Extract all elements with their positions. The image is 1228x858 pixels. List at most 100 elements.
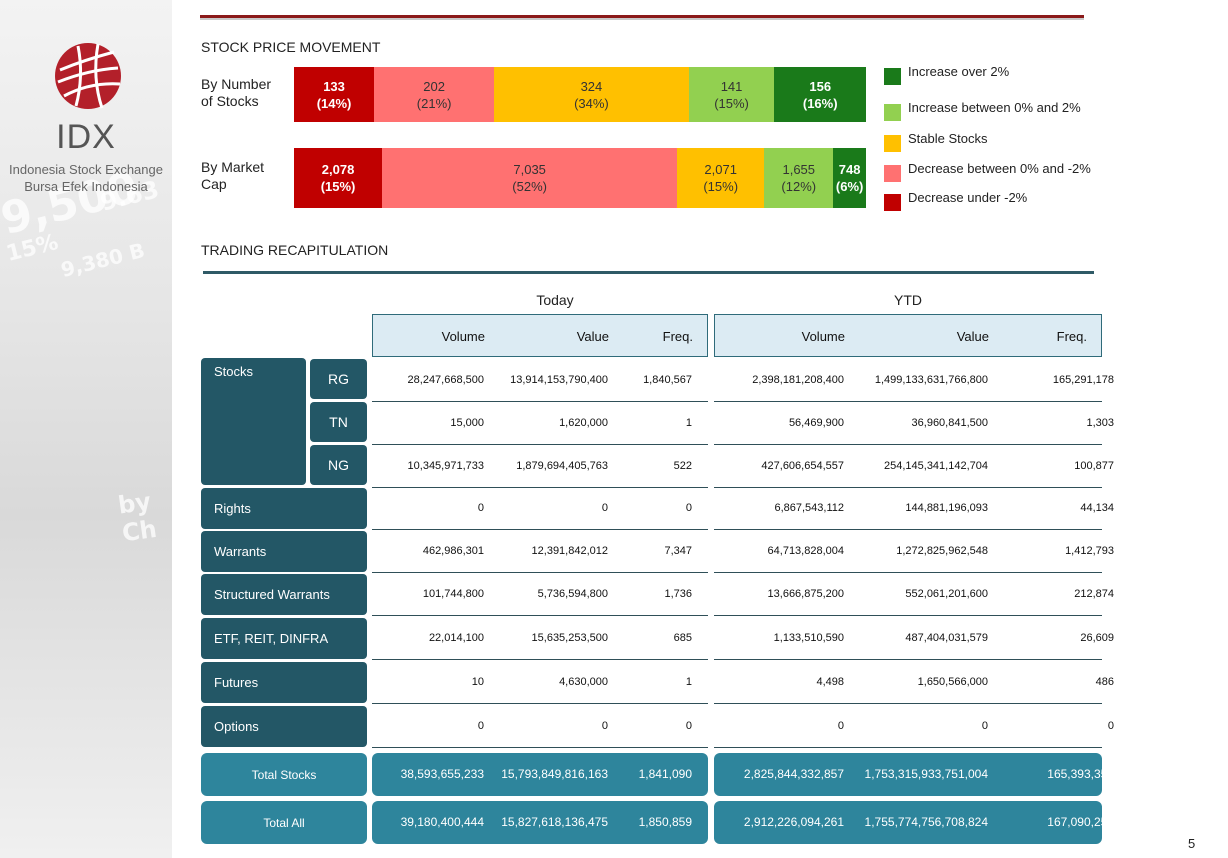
legend-item: Decrease between 0% and -2% [884, 161, 1091, 182]
total-label: Total All [201, 801, 367, 844]
row-divider [372, 747, 708, 748]
cell-y-val: 1,755,774,756,708,824 [864, 815, 988, 829]
segment-value: 133 [323, 78, 345, 94]
col-freq: Freq. [662, 329, 693, 344]
col-value: Value [956, 329, 989, 344]
legend-label: Increase over 2% [908, 64, 1010, 79]
segment-percent: (16%) [802, 95, 838, 111]
cell-t-freq: 522 [673, 460, 692, 472]
row-divider [714, 747, 1102, 748]
cell-t-freq: 0 [685, 502, 692, 514]
cell-t-val: 4,630,000 [559, 676, 608, 688]
bar-segment: 2,078 (15%) [294, 148, 383, 208]
cell-y-val: 144,881,196,093 [905, 502, 988, 514]
total-row-bar [714, 753, 1102, 796]
cell-t-val: 15,827,618,136,475 [501, 815, 608, 829]
row-label: Futures [201, 662, 367, 703]
bar-segment: 324 (34%) [494, 67, 689, 122]
board-label: NG [310, 445, 367, 485]
cell-t-vol: 10 [471, 676, 484, 688]
row-divider [714, 572, 1102, 573]
cell-t-val: 0 [601, 502, 608, 514]
segment-percent: (15%) [320, 179, 356, 194]
cell-t-vol: 15,000 [450, 417, 484, 429]
cell-t-val: 0 [601, 720, 608, 732]
board-label: RG [310, 359, 367, 399]
cell-y-freq: 100,877 [1074, 460, 1114, 472]
cell-t-val: 1,879,694,405,763 [516, 460, 608, 472]
row-label: Structured Warrants [201, 574, 367, 615]
row-divider [372, 703, 708, 704]
row-label: Options [201, 706, 367, 747]
segment-value: 2,078 [321, 162, 355, 177]
segment-value: 324 [580, 78, 603, 94]
cell-y-freq: 44,134 [1080, 502, 1114, 514]
legend-item: Increase between 0% and 2% [884, 100, 1081, 121]
segment-percent: (6%) [835, 179, 864, 194]
cell-y-vol: 2,825,844,332,857 [743, 767, 844, 781]
legend-item: Increase over 2% [884, 64, 1009, 85]
cell-y-freq: 1,303 [1086, 417, 1114, 429]
page-number: 5 [1188, 836, 1196, 851]
col-volume: Volume [441, 329, 485, 344]
cell-y-vol: 56,469,900 [788, 417, 844, 429]
row-label: Warrants [201, 531, 367, 572]
logo-subtitle-id: Bursa Efek Indonesia [24, 179, 148, 194]
row-divider [372, 487, 708, 488]
bar-segment: 141 (15%) [688, 67, 775, 122]
cell-y-val: 1,753,315,933,751,004 [864, 767, 988, 781]
bar-segment: 133 (14%) [294, 67, 375, 122]
cell-y-vol: 6,867,543,112 [774, 502, 844, 514]
cell-y-vol: 0 [837, 720, 844, 732]
segment-value: 156 [809, 78, 832, 94]
cell-t-vol: 28,247,668,500 [407, 374, 484, 386]
ghost-text: 9,380 B [58, 238, 148, 282]
bar-segment: 2,071 (15%) [677, 148, 765, 208]
row-divider [714, 444, 1102, 445]
board-label: TN [310, 402, 367, 442]
cell-t-freq: 7,347 [664, 545, 692, 557]
row-label: Rights [201, 488, 367, 529]
cell-t-freq: 1 [685, 676, 692, 688]
today-header: Today [536, 292, 574, 308]
segment-value: 141 [720, 78, 743, 94]
legend-swatch [884, 135, 901, 152]
segment-percent: (34%) [574, 95, 609, 111]
cell-y-val: 0 [981, 720, 988, 732]
cell-t-freq: 685 [673, 632, 692, 644]
stock-movement-title: STOCK PRICE MOVEMENT [201, 39, 381, 55]
row-divider [372, 572, 708, 573]
row-label: ETF, REIT, DINFRA [201, 618, 367, 659]
cell-t-freq: 0 [685, 720, 692, 732]
total-row-bar [372, 801, 708, 844]
segment-percent: (15%) [703, 179, 739, 194]
legend-label: Increase between 0% and 2% [908, 100, 1081, 115]
row-divider [714, 401, 1102, 402]
cell-t-val: 5,736,594,800 [537, 588, 608, 600]
cell-y-val: 36,960,841,500 [911, 417, 988, 429]
cell-y-val: 1,499,133,631,766,800 [874, 374, 988, 386]
row-divider [372, 659, 708, 660]
cell-t-vol: 462,986,301 [422, 545, 484, 557]
row-divider [372, 529, 708, 530]
legend-item: Stable Stocks [884, 131, 988, 152]
cell-y-freq: 167,090,254 [1047, 815, 1114, 829]
row-divider [714, 615, 1102, 616]
total-row-bar [714, 801, 1102, 844]
bar-segment: 156 (16%) [774, 67, 866, 122]
cell-t-val: 1,620,000 [559, 417, 608, 429]
cell-t-freq: 1,736 [664, 588, 692, 600]
cell-y-val: 1,272,825,962,548 [896, 545, 988, 557]
cell-y-freq: 165,393,358 [1047, 767, 1114, 781]
cell-t-vol: 38,593,655,233 [400, 767, 484, 781]
sidebar-panel: 9,500 9.63 15% 9,380 B by Ch IDX Indones… [0, 0, 172, 858]
cell-y-freq: 165,291,178 [1052, 374, 1114, 386]
cell-y-freq: 486 [1095, 676, 1114, 688]
cell-y-vol: 2,398,181,208,400 [752, 374, 844, 386]
cell-t-vol: 39,180,400,444 [400, 815, 484, 829]
cell-y-vol: 1,133,510,590 [773, 632, 844, 644]
cell-y-freq: 26,609 [1080, 632, 1114, 644]
row-divider [372, 444, 708, 445]
legend-label: Stable Stocks [908, 131, 988, 146]
by-cap-bar: 2,078 (15%) 7,035 (52%) 2,071 (15%) 1,655 (12%)… [294, 148, 866, 208]
